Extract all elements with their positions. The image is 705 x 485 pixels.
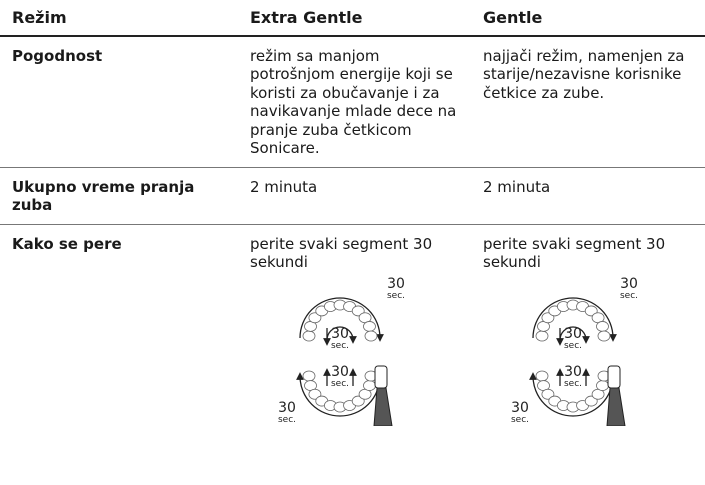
cell-text: perite svaki segment 30 sekundi [483, 234, 666, 272]
brush-handle [373, 387, 393, 426]
cell: Kako se pere [12, 234, 122, 253]
header-row: Režim Extra Gentle Gentle [0, 0, 705, 37]
tooth [363, 379, 376, 391]
diagram-label: 30 [278, 400, 296, 416]
cell: Pogodnost [0, 35, 238, 168]
cell: perite svaki segment 30 sekundi 30 sec. 30… [238, 224, 471, 435]
arch-arrow [532, 296, 617, 342]
diagram-label: 30 [331, 364, 349, 380]
diagram-label: sec. [564, 341, 582, 351]
cell: režim sa manjom potrošnjom energije koji… [238, 35, 471, 168]
cell-text: perite svaki segment 30 sekundi [250, 234, 433, 272]
diagram-label: sec. [511, 415, 529, 425]
tooth [535, 330, 549, 341]
cell: najjači režim, namenjen za starije/nezav… [471, 35, 705, 168]
diagram-label: 30 [387, 276, 405, 292]
tooth [535, 370, 549, 381]
tooth [351, 305, 365, 316]
diagram-label: sec. [278, 415, 296, 425]
header-cell: Extra Gentle [238, 0, 471, 37]
tooth [364, 330, 378, 341]
row: Ukupno vreme pranja zuba 2 minuta 2 minu… [0, 167, 705, 225]
diagram-label: sec. [331, 341, 349, 351]
tooth [308, 311, 322, 323]
diagram-label: 30 [564, 326, 582, 342]
cell: perite svaki segment 30 sekundi 30 sec. 30… [471, 224, 705, 435]
cell: 2 minuta [471, 167, 705, 225]
brush-head [374, 365, 388, 388]
tooth [597, 330, 611, 341]
tooth [308, 388, 322, 400]
diagram-label: 30 [331, 326, 349, 342]
brush-handle [606, 387, 626, 426]
cell: Ukupno vreme pranja zuba [0, 167, 238, 225]
row: Pogodnost režim sa manjom potrošnjom ene… [0, 35, 705, 168]
diagram-label: sec. [564, 379, 582, 389]
diagram-label: sec. [620, 291, 638, 301]
diagram-label: 30 [511, 400, 529, 416]
tooth [584, 395, 598, 406]
arch-arrow [559, 325, 590, 344]
brush-head [607, 365, 621, 388]
header-cell: Režim [0, 0, 238, 37]
tooth [541, 388, 555, 400]
tooth [302, 370, 316, 381]
diagram-label: sec. [331, 379, 349, 389]
arch-arrow [326, 325, 357, 344]
mode-table: Režim Extra Gentle Gentle Pogodnost reži… [0, 0, 705, 435]
diagram-label: 30 [564, 364, 582, 380]
row: Kako se pere perite svaki segment 30 sek… [0, 224, 705, 435]
tooth [541, 311, 555, 323]
tooth [596, 320, 609, 332]
diagram-label: 30 [620, 276, 638, 292]
tooth [351, 395, 365, 406]
header-cell: Gentle [471, 0, 705, 37]
arch-arrow [299, 296, 384, 342]
cell: 2 minuta [238, 167, 471, 225]
tooth [363, 320, 376, 332]
diagram-label: sec. [387, 291, 405, 301]
tooth [302, 330, 316, 341]
tooth [584, 305, 598, 316]
tooth [596, 379, 609, 391]
